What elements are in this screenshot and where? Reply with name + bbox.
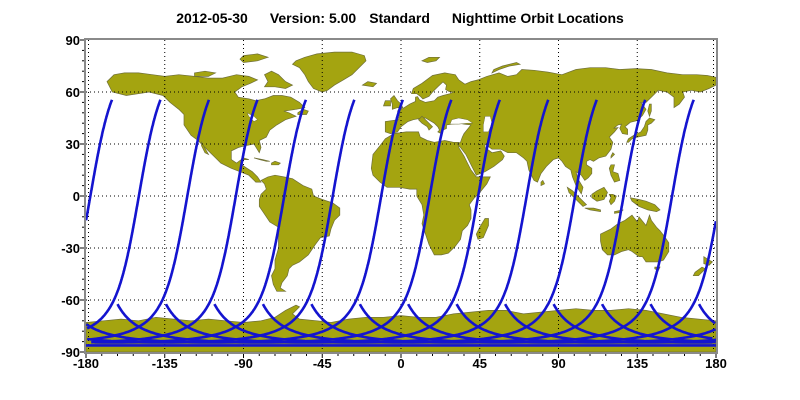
land-novaya-zemlya [491, 62, 522, 74]
orbit-track [86, 99, 356, 344]
orbit-track [697, 303, 716, 325]
land-sumatra [566, 186, 588, 207]
land-north-america [106, 72, 306, 183]
orbit-track [86, 99, 114, 221]
x-tick-label: 45 [472, 356, 487, 371]
x-tick-label: -180 [72, 356, 100, 371]
land-victoria-island [194, 70, 217, 77]
orbit-track [91, 99, 211, 341]
land-eurasia [384, 67, 716, 195]
land-philippines [608, 164, 621, 183]
x-tick-label: 90 [551, 356, 566, 371]
orbit-track [358, 99, 695, 344]
y-tick-label: 90 [65, 33, 80, 48]
land-new-guinea [629, 197, 661, 212]
land-greenland [291, 51, 367, 93]
orbit-track [94, 99, 308, 344]
y-tick-label: -60 [61, 293, 80, 308]
x-tick-label: 0 [397, 356, 405, 371]
y-tick-label: 60 [65, 85, 80, 100]
land-hispaniola [271, 160, 281, 166]
orbit-track [86, 99, 162, 330]
title-name: Nighttime Orbit Locations [451, 10, 624, 26]
plot-frame [84, 38, 718, 354]
x-tick-label: 135 [626, 356, 649, 371]
land-sakhalin [647, 103, 652, 118]
orbit-track [503, 303, 716, 344]
land-cuba [253, 157, 270, 162]
x-tick-label: 180 [705, 356, 727, 371]
y-tick-label: 30 [65, 137, 80, 152]
title-version: Version: 5.00 [269, 10, 357, 26]
land-ireland [383, 100, 391, 107]
x-tick-label: -45 [312, 356, 332, 371]
orbit-track [86, 99, 405, 344]
land-italy [418, 115, 433, 131]
title-date: 2012-05-30 [176, 10, 248, 26]
orbit-track [600, 303, 716, 344]
land-madagascar [475, 218, 489, 240]
title-product: Standard [369, 10, 430, 26]
land-new-zealand-south [692, 266, 707, 277]
land-iceland [361, 81, 378, 88]
water-caspian-sea [483, 116, 493, 133]
land-baja-california [201, 140, 210, 156]
y-tick-label: 0 [72, 189, 80, 204]
plot-area [86, 40, 716, 352]
axis-ticks [80, 39, 717, 358]
land-baffin-island [263, 70, 294, 89]
orbit-track [91, 99, 259, 344]
land-sulawesi [608, 193, 617, 206]
orbit-track [649, 303, 713, 340]
orbit-track [407, 220, 716, 344]
x-tick-label: -135 [151, 356, 178, 371]
land-java [584, 207, 601, 213]
x-tick-label: -90 [234, 356, 253, 371]
land-south-america [258, 174, 341, 292]
land-svalbard [421, 56, 441, 63]
plot-title: 2012-05-30 Version: 5.00 Standard Nightt… [0, 8, 800, 28]
land-borneo [591, 186, 608, 202]
y-tick-label: -90 [61, 345, 80, 360]
y-tick-label: -30 [61, 241, 80, 256]
land-sri-lanka [540, 179, 545, 187]
land-taiwan [610, 152, 615, 159]
water-black-sea [449, 117, 474, 125]
land-ellesmere-island [239, 53, 270, 63]
